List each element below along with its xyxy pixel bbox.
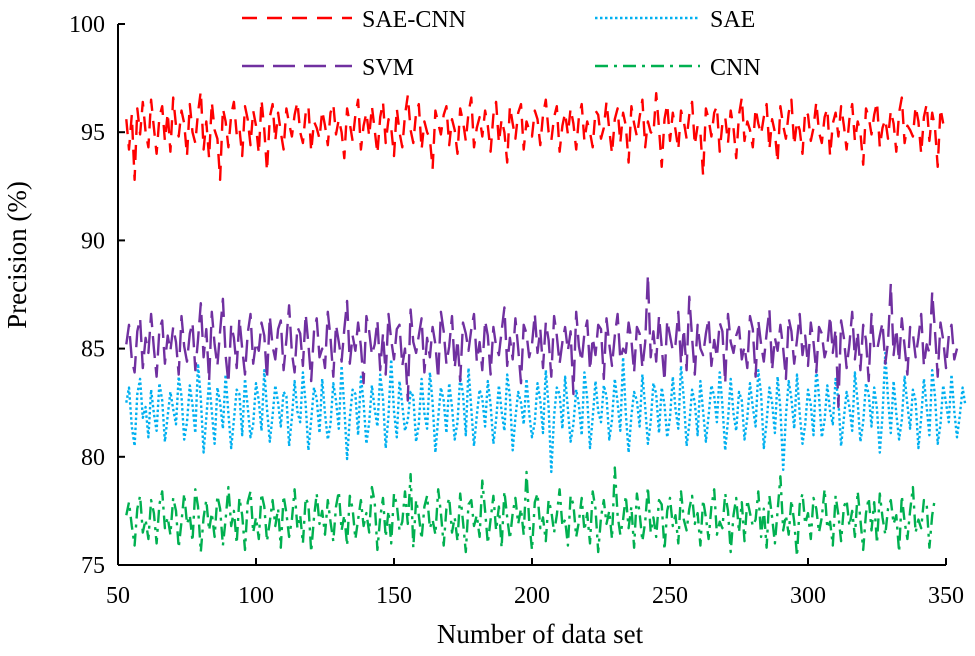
x-tick-labels: 50 100 150 200 250 300 350	[106, 583, 964, 609]
x-tick-label: 50	[106, 583, 130, 609]
y-tick-label: 90	[81, 228, 105, 254]
y-tick-label: 100	[69, 12, 105, 38]
x-tick-label: 150	[376, 583, 412, 609]
legend-label-svm: SVM	[362, 55, 414, 81]
y-tick-label: 85	[81, 337, 105, 363]
legend-label-sae: SAE	[710, 7, 755, 33]
x-tick-label: 100	[238, 583, 274, 609]
series-line-sae-cnn	[125, 89, 945, 182]
x-tick-label: 300	[790, 583, 826, 609]
axes-layer	[117, 23, 947, 566]
series-layer	[125, 89, 967, 558]
y-axis-label: Precision (%)	[2, 181, 32, 329]
y-tick-label: 95	[81, 120, 105, 146]
x-tick-label: 200	[514, 583, 550, 609]
y-tick-label: 75	[81, 553, 105, 579]
legend-label-sae-cnn: SAE-CNN	[362, 7, 466, 33]
x-tick-label: 350	[928, 583, 964, 609]
y-tick-label: 80	[81, 445, 105, 471]
series-line-sae	[125, 351, 967, 474]
y-tick-labels: 75 80 85 90 95 100	[69, 12, 105, 579]
legend-label-cnn: CNN	[710, 55, 761, 81]
legend: SAE-CNN SAE SVM CNN	[242, 7, 761, 81]
series-line-svm	[125, 273, 959, 409]
x-axis-label: Number of data set	[437, 619, 644, 649]
x-tick-label: 250	[652, 583, 688, 609]
